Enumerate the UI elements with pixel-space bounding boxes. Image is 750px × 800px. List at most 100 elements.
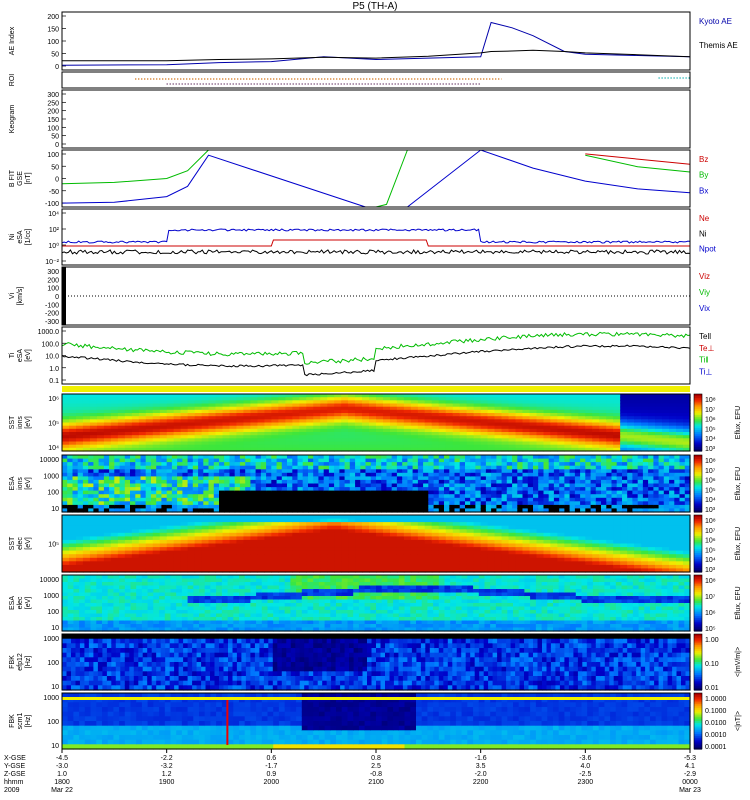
- heatmap-cell: [527, 483, 534, 488]
- heatmap-cell: [180, 432, 189, 436]
- heatmap-cell: [250, 462, 257, 467]
- heatmap-cell: [222, 543, 231, 548]
- heatmap-cell: [491, 487, 497, 492]
- heatmap-cell: [145, 403, 154, 408]
- heatmap-cell: [376, 432, 384, 436]
- heatmap-cell: [369, 447, 377, 452]
- heatmap-cell: [431, 568, 440, 573]
- heatmap-cell: [543, 397, 552, 401]
- heatmap-cell: [187, 428, 196, 433]
- heatmap-cell: [82, 536, 91, 541]
- heatmap-cell: [320, 532, 328, 537]
- heatmap-cell: [166, 487, 173, 492]
- heatmap-cell: [676, 403, 684, 408]
- heatmap-cell: [683, 444, 691, 449]
- heatmap-cell: [580, 504, 586, 510]
- heatmap-cell: [412, 508, 419, 513]
- heatmap-cell: [250, 479, 257, 485]
- heatmap-cell: [278, 539, 286, 545]
- heatmap-cell: [494, 518, 503, 523]
- heatmap-cell: [590, 497, 597, 502]
- heatmap-cell: [550, 543, 558, 548]
- heatmap-cell: [506, 462, 513, 467]
- heatmap-cell: [362, 403, 370, 408]
- heatmap-cell: [69, 413, 77, 417]
- heatmap-cell: [192, 465, 199, 470]
- heatmap-cell: [192, 501, 199, 506]
- heatmap-cell: [76, 529, 84, 534]
- heatmap-cell: [522, 458, 529, 463]
- heatmap-cell: [390, 441, 398, 446]
- heatmap-cell: [236, 419, 244, 424]
- heatmap-cell: [383, 438, 391, 443]
- heatmap-cell: [424, 525, 433, 530]
- heatmap-cell: [62, 394, 70, 398]
- heatmap-cell: [151, 487, 157, 492]
- heatmap-cell: [151, 455, 157, 460]
- panel-ylabel: GSE: [17, 171, 24, 186]
- heatmap-cell: [376, 515, 384, 520]
- heatmap-cell: [203, 490, 210, 495]
- heatmap-cell: [327, 515, 335, 520]
- heatmap-cell: [527, 462, 534, 467]
- heatmap-cell: [177, 465, 183, 470]
- heatmap-cell: [487, 525, 496, 530]
- heatmap-cell: [501, 432, 510, 436]
- heatmap-cell: [348, 403, 356, 408]
- heatmap-cell: [407, 479, 414, 485]
- tick-label: 10: [51, 506, 59, 513]
- panel-ylabel: ions: [17, 416, 24, 429]
- heatmap-cell: [173, 568, 182, 573]
- heatmap-cell: [564, 419, 572, 424]
- heatmap-cell: [369, 438, 377, 443]
- heatmap-cell: [208, 483, 215, 488]
- heatmap-cell: [224, 458, 230, 463]
- heatmap-cell: [271, 522, 279, 527]
- heatmap-cell: [564, 455, 571, 460]
- heatmap-cell: [173, 536, 182, 541]
- heatmap-cell: [166, 522, 175, 527]
- heatmap-cell: [648, 409, 656, 414]
- heatmap-cell: [407, 462, 414, 467]
- heatmap-cell: [299, 422, 307, 427]
- heatmap-cell: [564, 568, 572, 573]
- heatmap-cell: [641, 435, 649, 439]
- heatmap-cell: [424, 547, 433, 552]
- panel-ylabel: Keogram: [9, 105, 16, 134]
- heatmap-cell: [278, 561, 286, 566]
- heatmap-cell: [98, 455, 105, 460]
- heatmap-cell: [266, 504, 272, 510]
- heatmap-cell: [496, 455, 503, 460]
- heatmap-cell: [130, 469, 136, 474]
- heatmap-cell: [320, 539, 328, 545]
- heatmap-cell: [103, 397, 112, 401]
- heatmap-cell: [339, 458, 346, 463]
- heatmap-cell: [285, 432, 293, 436]
- heatmap-cell: [564, 543, 572, 548]
- heatmap-cell: [62, 564, 70, 570]
- heatmap-cell: [177, 458, 183, 463]
- heatmap-cell: [318, 472, 325, 477]
- heatmap-cell: [313, 564, 321, 570]
- heatmap-cell: [571, 554, 579, 559]
- heatmap-cell: [438, 432, 447, 436]
- heatmap-cell: [222, 397, 231, 401]
- heatmap-cell: [403, 529, 412, 534]
- heatmap-cell: [571, 400, 579, 405]
- heatmap-cell: [574, 472, 581, 477]
- heatmap-cell: [508, 550, 517, 555]
- heatmap-cell: [616, 494, 623, 499]
- heatmap-cell: [224, 455, 230, 460]
- heatmap-cell: [308, 483, 314, 488]
- heatmap-cell: [527, 458, 534, 463]
- heatmap-cell: [590, 476, 597, 481]
- heatmap-cell: [278, 550, 286, 555]
- heatmap-cell: [522, 479, 529, 485]
- heatmap-cell: [620, 529, 628, 534]
- heatmap-cell: [76, 522, 84, 527]
- heatmap-cell: [391, 458, 398, 463]
- heatmap-cell: [550, 428, 558, 433]
- heatmap-cell: [109, 497, 115, 502]
- heatmap-cell: [334, 465, 340, 470]
- heatmap-cell: [480, 432, 489, 436]
